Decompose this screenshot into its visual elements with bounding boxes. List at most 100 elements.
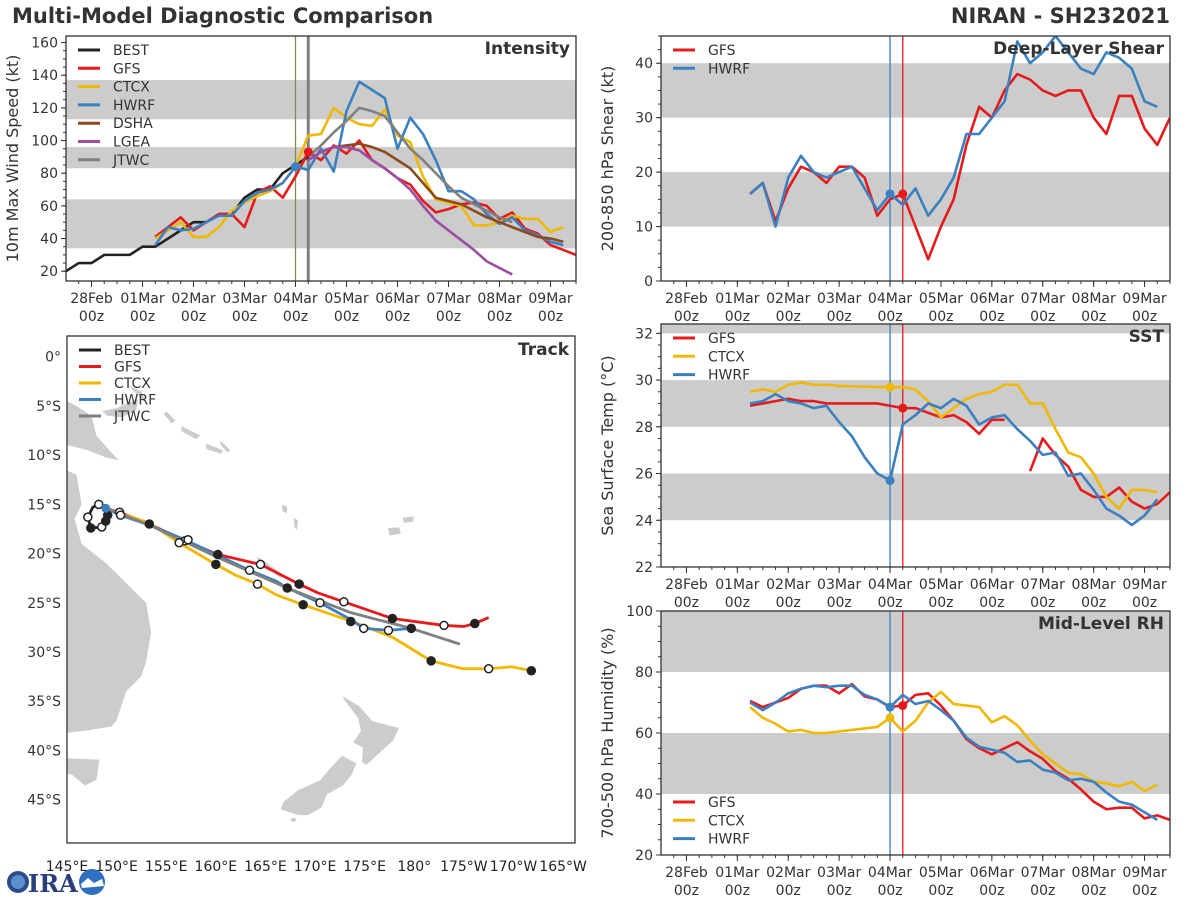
lgea-series-line	[307, 145, 513, 276]
sst-panel: 22 24 26 28 30 32 28Feb 00z 01Mar 00z 02Mar 00z 03Ma…	[598, 323, 1171, 611]
page-title: Multi-Model Diagnostic Comparison	[12, 4, 434, 28]
panel-title: Mid-Level RH	[1038, 614, 1164, 634]
x-tick-label-hour: 00z	[928, 883, 953, 899]
longitude-tick-label: 165°E	[244, 859, 287, 875]
gfs-series-line	[154, 139, 576, 257]
x-tick-label-hour: 00z	[776, 883, 801, 899]
x-tick-label-date: 02Mar	[766, 865, 810, 881]
hwrf-track-position-marker	[244, 565, 255, 576]
hwrf-track-position-marker	[282, 583, 293, 593]
x-tick-label-date: 04Mar	[868, 577, 912, 593]
gfs-track-position-marker	[339, 597, 349, 607]
gfs-track-position-marker	[439, 620, 449, 631]
y-axis-label: 10m Max Wind Speed (kt)	[3, 55, 22, 263]
y-axis-label: Sea Surface Temp (°C)	[598, 355, 617, 535]
y-tick-label: 120	[31, 101, 58, 117]
x-tick-label-hour: 00z	[436, 309, 461, 325]
plot-frame	[66, 335, 576, 844]
gfs-analysis-marker	[898, 189, 908, 199]
legend-label: GFS	[708, 795, 736, 811]
land-mass	[67, 757, 101, 787]
legend-label: CTCX	[113, 80, 150, 96]
latitude-tick-label: 40°S	[27, 743, 61, 759]
hwrf-track-position-marker	[183, 535, 193, 545]
x-tick-label-date: 01Mar	[715, 291, 759, 307]
gfs-track-position-marker	[144, 519, 155, 529]
x-tick-label-date: 06Mar	[970, 291, 1014, 307]
gfs-track-position-marker	[213, 549, 223, 560]
land-mass	[341, 694, 400, 766]
legend-label: HWRF	[113, 98, 155, 114]
y-tick-label: 20	[40, 264, 58, 280]
x-tick-label-date: 03Mar	[817, 865, 861, 881]
x-tick-label-date: 06Mar	[970, 577, 1014, 593]
gfs-track-position-marker	[294, 579, 304, 589]
panel-title: SST	[1129, 327, 1165, 347]
x-tick-label-date: 08Mar	[1072, 865, 1116, 881]
longitude-tick-label: 175°E	[343, 859, 386, 875]
x-tick-label-hour: 00z	[928, 309, 953, 325]
x-tick-label-date: 01Mar	[120, 291, 164, 307]
longitude-tick-label: 170°E	[294, 859, 337, 875]
longitude-tick-label: 170°W	[490, 859, 538, 875]
x-tick-label-date: 28Feb	[70, 291, 113, 307]
shaded-band	[661, 324, 1170, 334]
latitude-tick-label: 0°	[45, 350, 61, 366]
storm-identifier: NIRAN - SH232021	[950, 4, 1170, 28]
x-tick-label-hour: 00z	[776, 595, 801, 611]
dsha-series-line	[307, 142, 564, 244]
legend-label: DSHA	[113, 116, 153, 132]
shaded-band	[661, 611, 1170, 672]
ctcx-analysis-marker	[885, 713, 895, 723]
legend-label: CTCX	[114, 376, 151, 392]
longitude-tick-label: 180°	[397, 859, 431, 875]
y-tick-label: 80	[635, 665, 653, 681]
legend-label: GFS	[708, 43, 736, 59]
y-tick-label: 10	[635, 220, 653, 236]
y-tick-label: 140	[31, 68, 58, 84]
legend-label: JTWC	[112, 153, 150, 169]
x-tick-label-date: 02Mar	[766, 577, 810, 593]
hwrf-series-line	[749, 36, 1158, 228]
land-mass	[162, 410, 177, 425]
x-tick-label-date: 07Mar	[1021, 865, 1065, 881]
gfs-series-line	[749, 397, 1005, 436]
x-tick-label-date: 09Mar	[1122, 577, 1166, 593]
x-tick-label-hour: 00z	[674, 883, 699, 899]
land-mass	[180, 425, 202, 440]
x-tick-label-date: 01Mar	[715, 865, 759, 881]
x-tick-label-hour: 00z	[283, 309, 308, 325]
x-tick-label-hour: 00z	[1081, 309, 1106, 325]
legend-label: BEST	[114, 343, 150, 359]
latitude-tick-label: 15°S	[27, 497, 61, 513]
y-tick-label: 32	[635, 326, 653, 342]
x-tick-label-hour: 00z	[1132, 309, 1157, 325]
y-tick-label: 60	[635, 726, 653, 742]
y-axis-label: 200-850 hPa Shear (kt)	[598, 66, 617, 252]
gfs-analysis-marker	[898, 701, 908, 711]
land-mass	[279, 755, 358, 816]
y-tick-label: 20	[635, 848, 653, 864]
land-mass	[280, 503, 288, 515]
legend-label: CTCX	[708, 813, 745, 829]
ctcx-analysis-marker	[885, 382, 895, 392]
y-tick-label: 160	[31, 36, 58, 52]
ctcx-series-line	[154, 106, 564, 240]
legend-label: HWRF	[114, 393, 156, 409]
shaded-band	[661, 380, 1170, 427]
y-tick-label: 30	[635, 111, 653, 127]
legend-label: CTCX	[708, 349, 745, 365]
hwrf-track-position-marker	[406, 623, 417, 634]
latitude-tick-label: 45°S	[27, 793, 61, 809]
x-tick-label-date: 05Mar	[919, 291, 963, 307]
shaded-band	[661, 733, 1170, 794]
x-tick-label-hour: 00z	[79, 309, 104, 325]
x-tick-label-hour: 00z	[538, 309, 563, 325]
intensity-panel: 20 40 60 80 100 120 140 160 28Feb 00z 01Mar 00z 02Ma…	[3, 35, 577, 325]
land-mass	[387, 526, 402, 537]
land-mass	[402, 515, 415, 524]
latitude-tick-label: 10°S	[27, 448, 61, 464]
x-tick-label-date: 09Mar	[1122, 291, 1166, 307]
x-tick-label-hour: 00z	[181, 309, 206, 325]
